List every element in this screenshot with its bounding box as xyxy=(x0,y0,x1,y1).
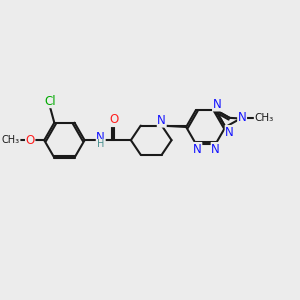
Text: CH₃: CH₃ xyxy=(2,135,20,145)
Text: O: O xyxy=(110,113,119,127)
Text: O: O xyxy=(26,134,35,147)
Text: N: N xyxy=(96,131,105,144)
Text: N: N xyxy=(238,111,247,124)
Text: N: N xyxy=(193,142,202,156)
Text: N: N xyxy=(158,114,166,127)
Text: H: H xyxy=(97,140,104,149)
Text: N: N xyxy=(213,98,221,111)
Text: CH₃: CH₃ xyxy=(254,113,274,124)
Text: N: N xyxy=(211,142,220,156)
Text: N: N xyxy=(225,125,234,139)
Text: Cl: Cl xyxy=(44,94,56,108)
